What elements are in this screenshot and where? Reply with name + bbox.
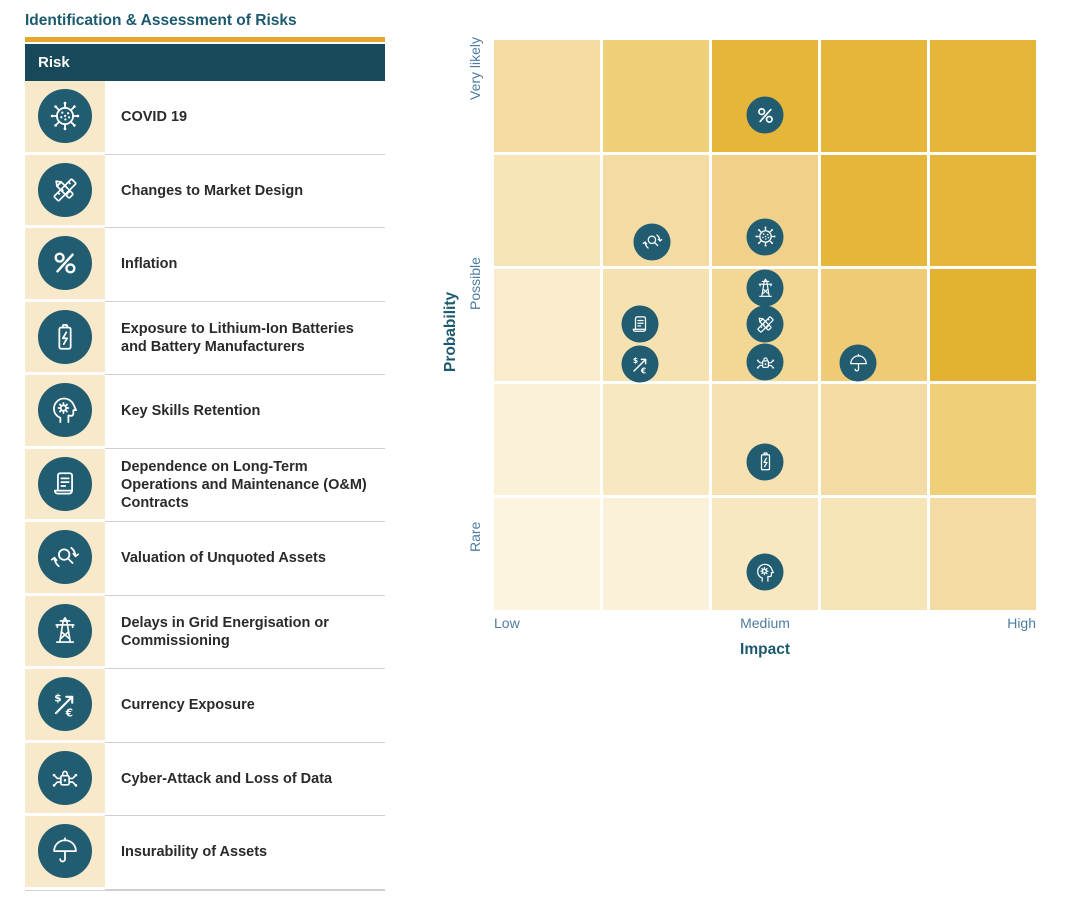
table-header-label: Risk [38,54,70,71]
pylon-icon [38,603,92,658]
matrix-cell-r4c4 [821,383,927,496]
risk-row-currency: $ € Currency Exposure [25,669,385,743]
scroll-contract-icon [38,456,92,511]
matrix-cell-r4c2 [603,383,709,496]
matrix-cell-r4c1 [494,383,600,496]
matrix-cell-r3c2 [603,269,709,381]
risk-row-market-design: Changes to Market Design [25,154,385,228]
risk-label: Changes to Market Design [105,155,385,228]
matrix-cell-r4c5 [930,383,1036,496]
risk-label: Delays in Grid Energisation or Commissio… [105,596,385,669]
matrix-cell-r2c3 [712,154,818,267]
risk-icon-cell [25,522,105,593]
matrix-cell-r2c1 [494,154,600,267]
risk-rows: COVID 19 Changes to Market Design Inflatio… [25,81,385,891]
risk-label: Currency Exposure [105,669,385,743]
risk-icon-cell [25,595,105,666]
risk-matrix: $ € [494,40,1036,610]
accent-bar [25,37,385,42]
x-tick-low: Low [494,615,520,631]
matrix-cell-r1c3 [712,40,818,152]
matrix-cell-r3c1 [494,269,600,381]
matrix-cell-r5c5 [930,498,1036,610]
risk-row-insurance: Insurability of Assets [25,816,385,890]
risk-row-covid: COVID 19 [25,81,385,155]
x-axis-label: Impact [740,641,790,658]
risk-icon-cell [25,816,105,887]
risk-row-skills: Key Skills Retention [25,375,385,449]
risk-row-cyber: Cyber-Attack and Loss of Data [25,742,385,816]
matrix-grid [494,40,1036,610]
y-tick-very-likely: Very likely [467,36,483,100]
matrix-cell-r3c5 [930,269,1036,381]
matrix-cell-r1c5 [930,40,1036,152]
battery-bolt-icon [38,309,92,364]
risk-label: Exposure to Lithium-Ion Batteries and Ba… [105,302,385,375]
risk-row-grid-delays: Delays in Grid Energisation or Commissio… [25,595,385,669]
risk-icon-cell [25,81,105,152]
ruler-pencil-icon [38,162,92,217]
risk-label: Cyber-Attack and Loss of Data [105,743,385,816]
svg-text:€: € [65,707,73,720]
matrix-cell-r4c3 [712,383,818,496]
risk-icon-cell [25,448,105,519]
risk-icon-cell [25,301,105,372]
risk-icon-cell: $ € [25,669,105,740]
y-tick-possible: Possible [467,257,483,310]
risk-label: COVID 19 [105,81,385,155]
head-gear-icon [38,383,92,438]
risk-label: Inflation [105,228,385,302]
y-tick-rare: Rare [467,521,483,552]
matrix-cell-r3c4 [821,269,927,381]
x-tick-medium: Medium [740,615,790,631]
matrix-cell-r3c3 [712,269,818,381]
y-axis-label: Probability [442,291,459,372]
matrix-cell-r1c2 [603,40,709,152]
table-header: Risk [25,44,385,81]
risk-icon-cell [25,375,105,446]
risk-label: Key Skills Retention [105,375,385,449]
risk-row-valuation: Valuation of Unquoted Assets [25,522,385,596]
padlock-network-icon [38,750,92,805]
matrix-cell-r5c4 [821,498,927,610]
matrix-cell-r2c4 [821,154,927,267]
svg-text:$: $ [54,692,61,705]
x-tick-high: High [1007,615,1036,631]
risk-label: Insurability of Assets [105,816,385,890]
percent-icon [38,236,92,291]
risk-row-batteries: Exposure to Lithium-Ion Batteries and Ba… [25,301,385,375]
risk-label: Dependence on Long-Term Operations and M… [105,449,385,522]
matrix-cell-r2c2 [603,154,709,267]
risk-row-inflation: Inflation [25,228,385,302]
risk-table: Identification & Assessment of Risks Ris… [25,12,385,891]
risk-row-contracts: Dependence on Long-Term Operations and M… [25,448,385,522]
matrix-cell-r5c3 [712,498,818,610]
currency-exchange-icon: $ € [38,677,92,732]
risk-icon-cell [25,742,105,813]
umbrella-icon [38,824,92,879]
risk-label: Valuation of Unquoted Assets [105,522,385,596]
risk-icon-cell [25,228,105,299]
risk-icon-cell [25,154,105,225]
matrix-cell-r5c1 [494,498,600,610]
page-title: Identification & Assessment of Risks [25,12,297,29]
magnifier-arrows-icon [38,530,92,585]
virus-icon [38,89,92,144]
matrix-cell-r1c1 [494,40,600,152]
matrix-cell-r5c2 [603,498,709,610]
matrix-cell-r2c5 [930,154,1036,267]
matrix-cell-r1c4 [821,40,927,152]
